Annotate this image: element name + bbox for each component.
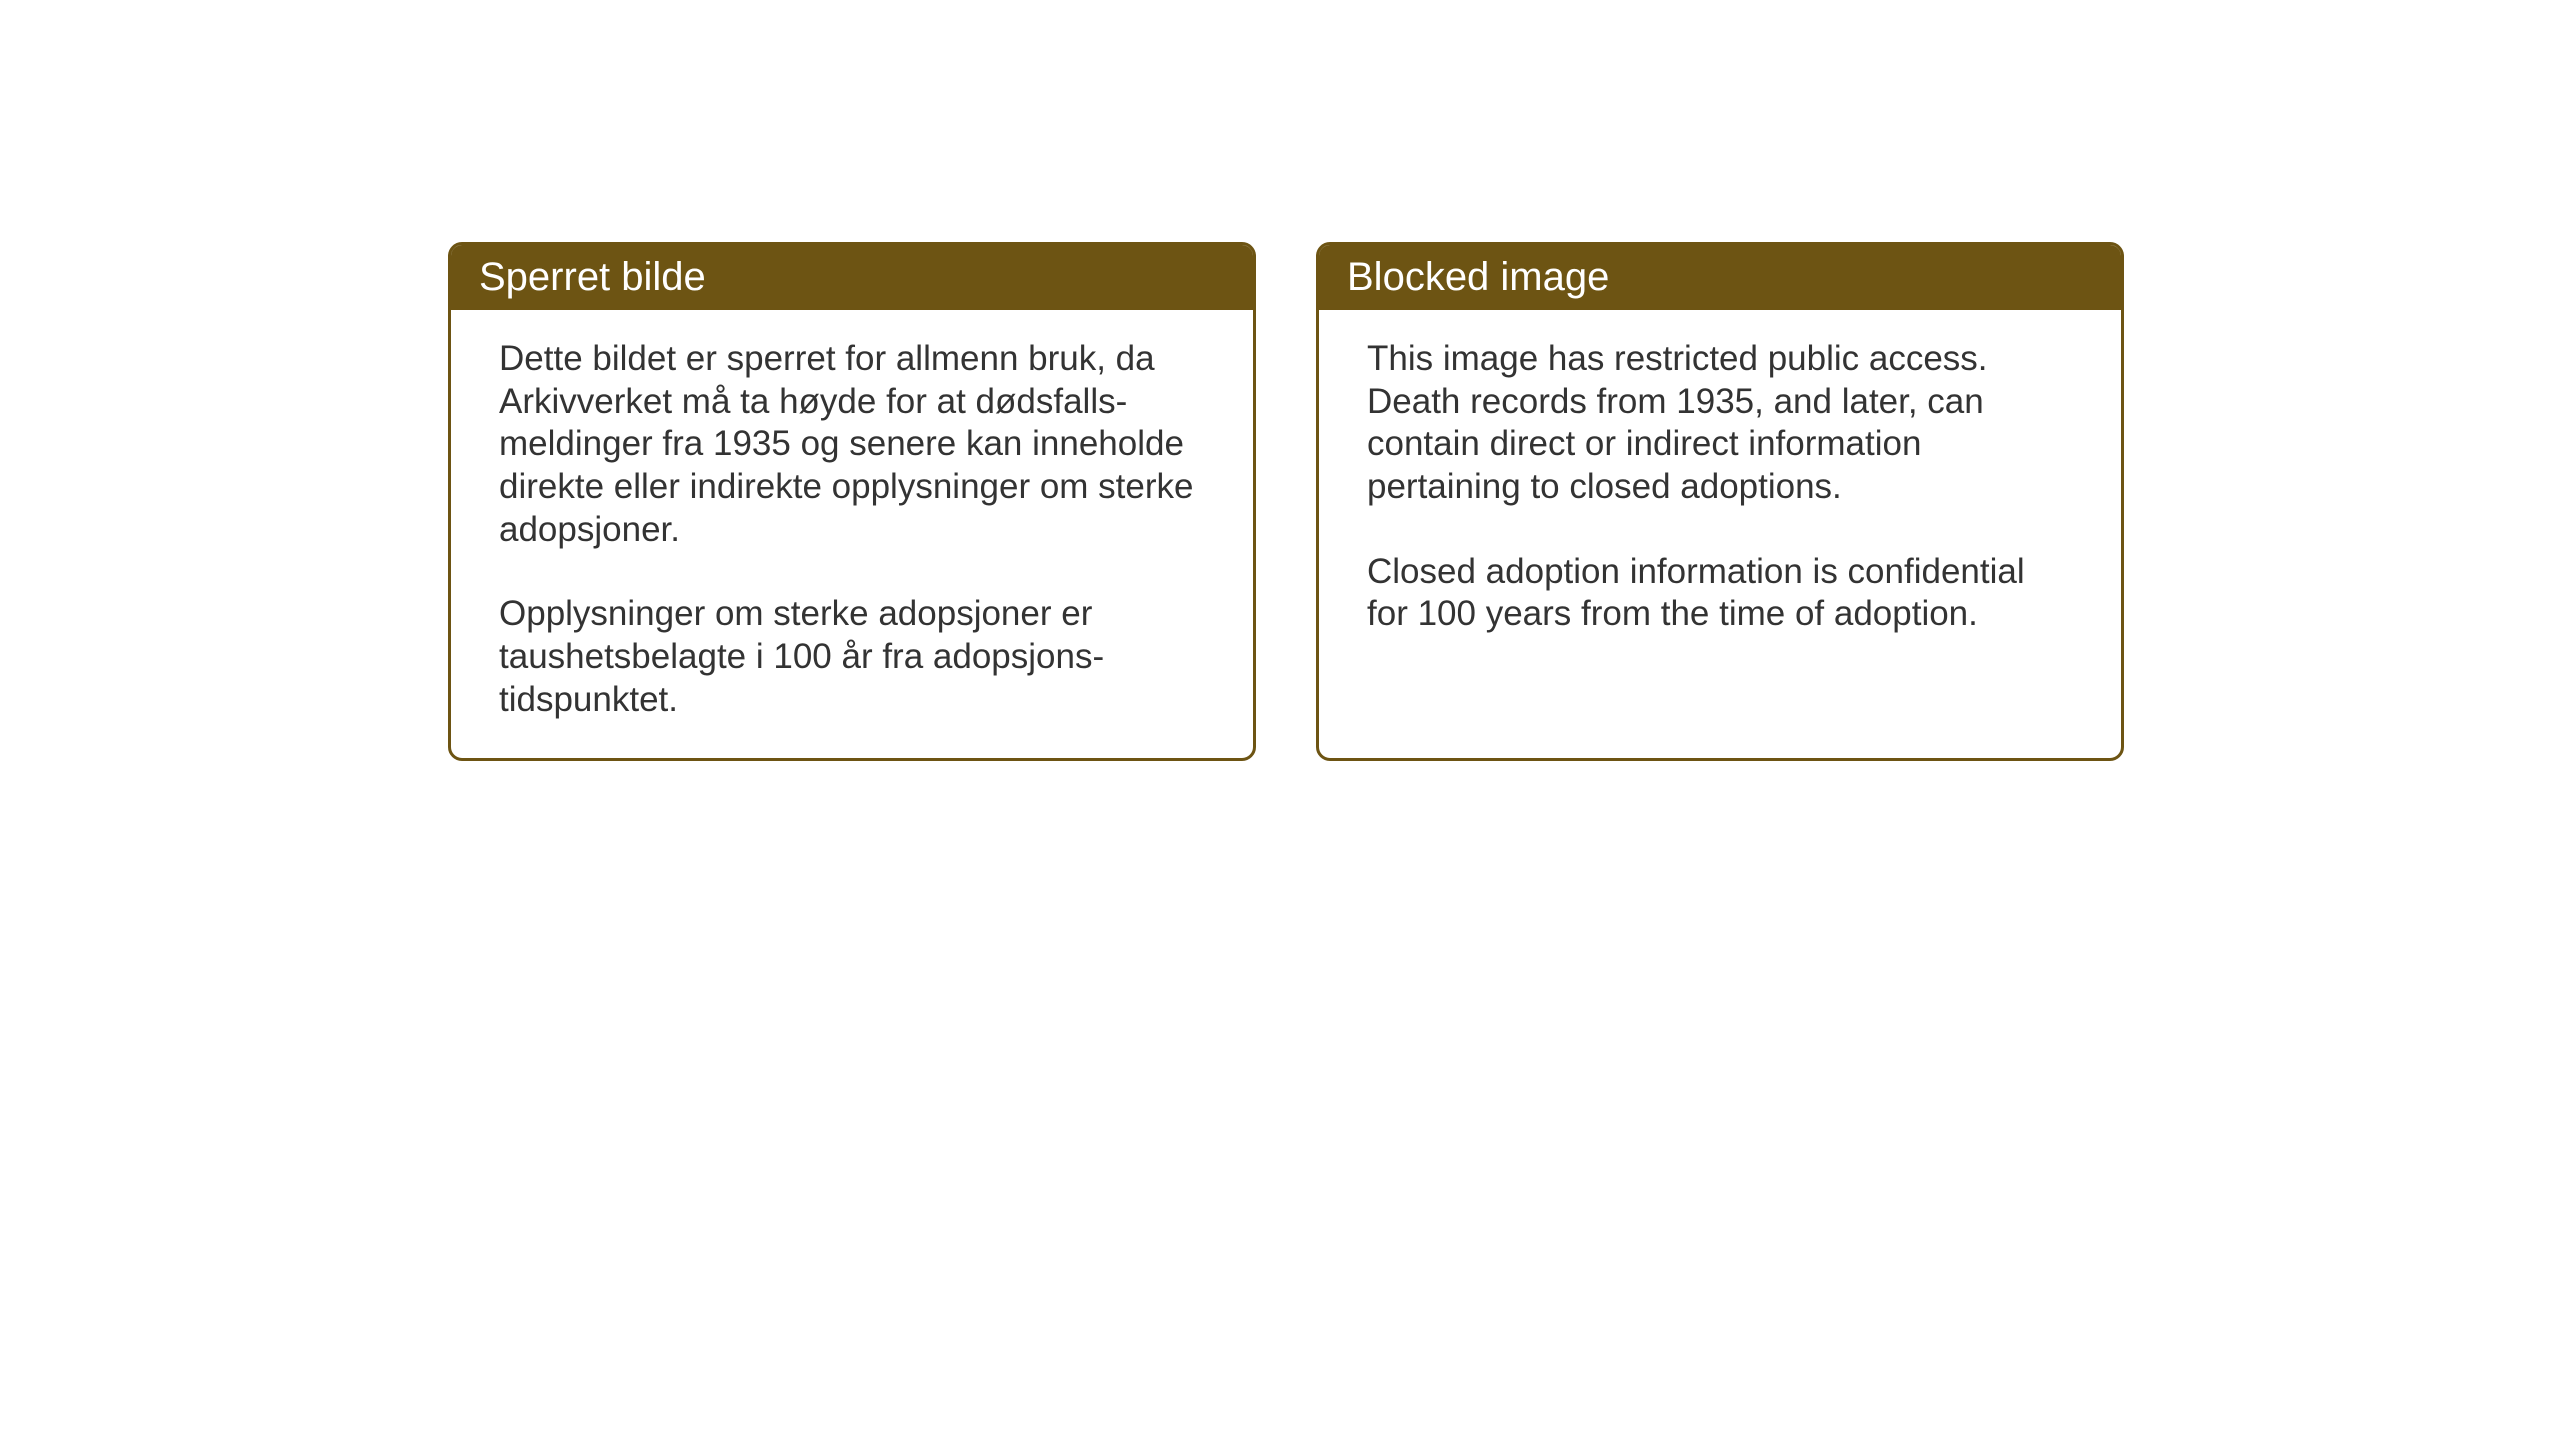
notice-paragraph-2-norwegian: Opplysninger om sterke adopsjoner er tau… (499, 593, 1205, 721)
notice-card-english: Blocked image This image has restricted … (1316, 242, 2124, 761)
notice-body-norwegian: Dette bildet er sperret for allmenn bruk… (451, 310, 1253, 758)
notice-paragraph-2-english: Closed adoption information is confident… (1367, 551, 2073, 636)
notice-card-norwegian: Sperret bilde Dette bildet er sperret fo… (448, 242, 1256, 761)
notice-title-norwegian: Sperret bilde (479, 255, 706, 299)
notice-paragraph-1-english: This image has restricted public access.… (1367, 338, 2073, 509)
notice-paragraph-1-norwegian: Dette bildet er sperret for allmenn bruk… (499, 338, 1205, 551)
notice-body-english: This image has restricted public access.… (1319, 310, 2121, 752)
notice-container: Sperret bilde Dette bildet er sperret fo… (448, 242, 2124, 761)
notice-header-norwegian: Sperret bilde (451, 245, 1253, 310)
notice-title-english: Blocked image (1347, 255, 1609, 299)
notice-header-english: Blocked image (1319, 245, 2121, 310)
